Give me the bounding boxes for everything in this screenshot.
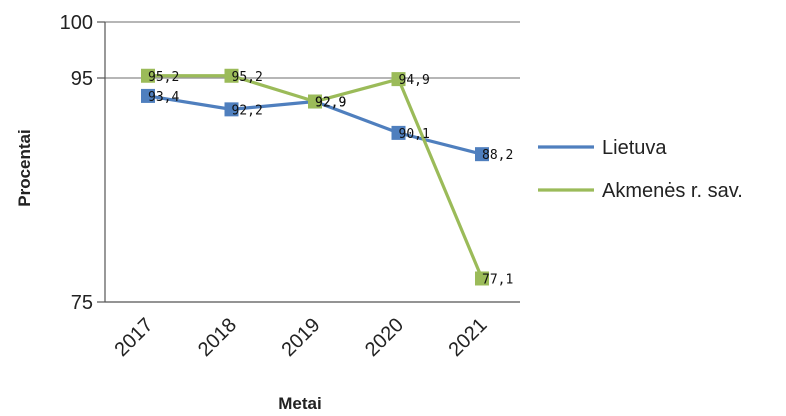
data-label-s1-2020: 94,9 bbox=[399, 73, 430, 88]
x-tick-label-2019: 2019 bbox=[278, 314, 325, 361]
x-tick-labels: 2017 2018 2019 2020 2021 bbox=[111, 314, 492, 361]
data-point-s0-2020 bbox=[391, 125, 406, 140]
data-point-s0-2018 bbox=[224, 102, 239, 117]
data-label-s1-2018: 95,2 bbox=[232, 70, 263, 85]
data-point-s1-2019 bbox=[308, 94, 322, 109]
data-point-s1-2017 bbox=[141, 68, 155, 83]
y-axis-title: Procentai bbox=[15, 129, 34, 206]
y-tick-label-95: 95 bbox=[71, 68, 93, 90]
data-label-s0-2017: 93,4 bbox=[148, 90, 179, 105]
data-point-s0-2021 bbox=[475, 147, 489, 162]
axes bbox=[97, 21, 520, 303]
legend-label-0: Lietuva bbox=[602, 137, 667, 159]
gridlines bbox=[105, 21, 520, 79]
legend-label-1: Akmenės r. sav. bbox=[602, 180, 743, 202]
data-label-s0-2021: 88,2 bbox=[482, 148, 513, 163]
data-label-s1-2017: 95,2 bbox=[148, 70, 179, 85]
data-point-s0-2017 bbox=[141, 88, 155, 103]
data-point-s1-2020 bbox=[391, 72, 406, 87]
x-tick-label-2018: 2018 bbox=[194, 314, 241, 361]
x-axis-title: Metai bbox=[278, 394, 321, 413]
x-tick-label-2020: 2020 bbox=[361, 314, 408, 361]
data-label-s1-2019: 92,9 bbox=[315, 96, 346, 111]
data-label-s0-2019: 92,9 bbox=[315, 96, 346, 111]
data-point-s1-2021 bbox=[475, 271, 489, 286]
series-group bbox=[141, 68, 489, 286]
y-tick-label-75: 75 bbox=[71, 292, 93, 314]
data-label-s1-2021: 77,1 bbox=[482, 272, 513, 287]
data-label-s0-2020: 90,1 bbox=[399, 127, 430, 142]
x-tick-label-2017: 2017 bbox=[111, 314, 158, 361]
legend: Lietuva Akmenės r. sav. bbox=[538, 137, 743, 202]
x-tick-label-2021: 2021 bbox=[445, 314, 492, 361]
data-label-s0-2018: 92,2 bbox=[232, 103, 263, 118]
y-tick-labels: 75 95 100 bbox=[60, 12, 93, 314]
data-point-s1-2018 bbox=[224, 68, 239, 83]
data-labels: 93,492,292,990,188,295,2 95,292,994,977,1 bbox=[148, 70, 513, 288]
y-tick-label-100: 100 bbox=[60, 12, 93, 34]
